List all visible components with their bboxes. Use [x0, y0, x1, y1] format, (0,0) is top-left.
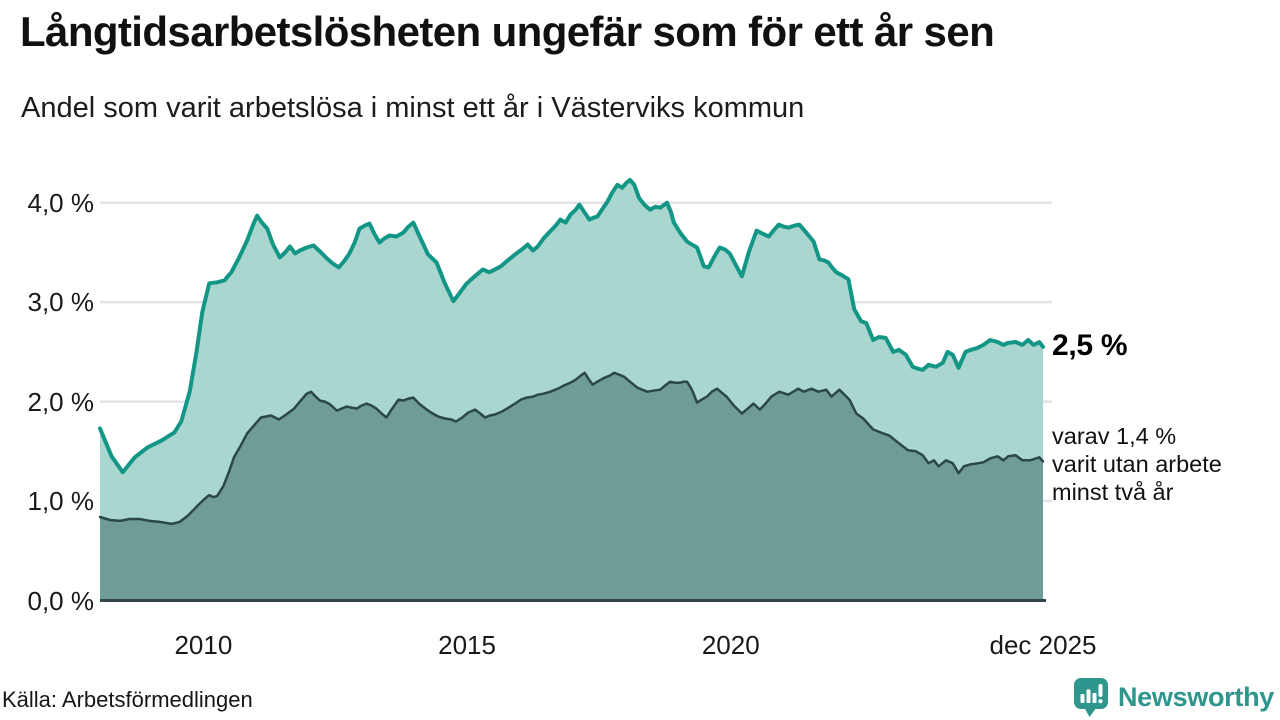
two-year-annotation: varav 1,4 % varit utan arbete minst två … [1052, 422, 1272, 506]
two-year-annotation-line: varit utan arbete [1052, 451, 1222, 477]
latest-value-label: 2,5 % [1052, 329, 1128, 362]
y-axis-tick-label: 2,0 % [27, 386, 95, 417]
newsworthy-logo: Newsworthy [1073, 676, 1274, 718]
chart-title: Långtidsarbetslösheten ungefär som för e… [20, 8, 995, 55]
two-year-annotation-line: minst två år [1052, 479, 1174, 505]
x-axis-tick-label: 2020 [701, 630, 760, 660]
series-line-1 [98, 371, 1045, 526]
series-line-0 [98, 177, 1045, 475]
y-axis-tick-label: 0,0 % [27, 585, 95, 616]
x-axis-tick-label: 2015 [438, 630, 496, 660]
y-axis-tick-label: 3,0 % [27, 287, 95, 318]
source-attribution: Källa: Arbetsförmedlingen [2, 687, 253, 712]
chart-subtitle: Andel som varit arbetslösa i minst ett å… [21, 92, 805, 124]
series-area-1 [100, 372, 1043, 601]
x-axis-tick-label: dec 2025 [989, 630, 1097, 660]
x-axis-tick-label: 2010 [174, 630, 233, 660]
y-axis-tick-label: 4,0 % [27, 187, 95, 218]
y-axis-tick-label: 1,0 % [27, 486, 95, 517]
newsworthy-logo-icon [1073, 677, 1108, 717]
two-year-annotation-line: varav 1,4 % [1052, 423, 1177, 449]
newsworthy-wordmark: Newsworthy [1117, 681, 1274, 712]
